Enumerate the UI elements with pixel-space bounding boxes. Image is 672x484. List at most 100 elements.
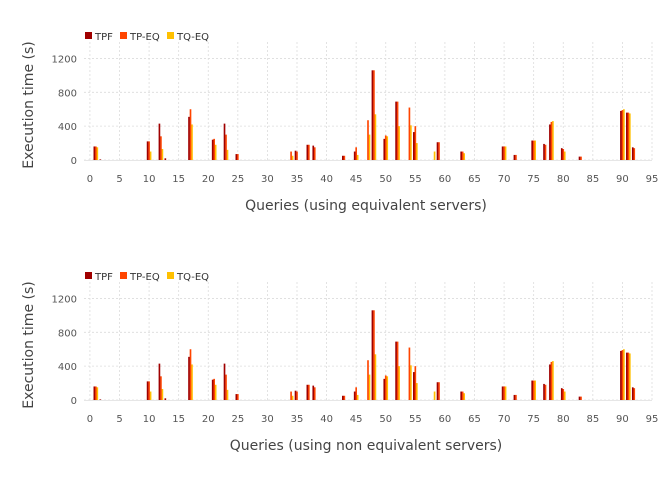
bar-tpf bbox=[188, 116, 190, 160]
bar-tq-eq bbox=[628, 353, 631, 400]
bar-tp-eq bbox=[373, 310, 375, 400]
bar-tq-eq bbox=[291, 155, 294, 160]
bar-tp-eq bbox=[633, 388, 636, 400]
bar-tp-eq bbox=[367, 120, 369, 160]
bar-tq-eq bbox=[463, 153, 465, 160]
legend-label: TP-EQ bbox=[129, 32, 160, 43]
x-tick-label: 80 bbox=[557, 414, 570, 425]
bar-tpf bbox=[531, 380, 534, 400]
x-tick-label: 55 bbox=[409, 174, 422, 185]
bar-tp-eq bbox=[384, 375, 387, 400]
bar-tp-eq bbox=[296, 391, 298, 400]
bar-tq-eq bbox=[214, 144, 217, 160]
series-tp-eq-bars bbox=[95, 70, 636, 160]
bar-tp-eq bbox=[414, 126, 417, 160]
legend-label: TPF bbox=[94, 32, 113, 43]
legend-item: TQ-EQ bbox=[167, 32, 209, 43]
x-tick-label: 65 bbox=[468, 174, 481, 185]
x-tick-label: 60 bbox=[439, 174, 452, 185]
bar-tq-eq bbox=[398, 366, 400, 400]
x-tick-label: 90 bbox=[616, 414, 629, 425]
x-tick-label: 5 bbox=[116, 174, 122, 185]
bar-tp-eq bbox=[290, 391, 292, 400]
x-tick-label: 45 bbox=[350, 174, 363, 185]
x-tick-label: 15 bbox=[172, 174, 185, 185]
bar-tpf bbox=[413, 132, 415, 160]
bar-tpf bbox=[353, 151, 356, 160]
bar-tq-eq bbox=[552, 361, 554, 400]
legend-swatch-tq-eq bbox=[167, 32, 174, 39]
bar-tpf bbox=[158, 363, 161, 400]
legend-item: TP-EQ bbox=[120, 272, 160, 283]
y-tick-label: 0 bbox=[71, 396, 77, 407]
x-tick-labels: 0 5 10 15 20 25 30 35 40 45 50 55 60 65 70 75 80 85 90 95 bbox=[87, 414, 659, 425]
bar-tq-eq bbox=[398, 126, 400, 160]
x-tick-label: 70 bbox=[498, 174, 511, 185]
bar-tp-eq bbox=[408, 347, 411, 400]
bar-tq-eq bbox=[374, 354, 377, 400]
x-tick-label: 20 bbox=[202, 414, 215, 425]
series-tp-eq-bars bbox=[95, 310, 636, 400]
legend-item: TPF bbox=[85, 272, 113, 283]
bar-tp-eq bbox=[373, 70, 375, 160]
x-axis-title: Queries (using equivalent servers) bbox=[245, 198, 487, 214]
bar-tpf bbox=[211, 379, 214, 400]
bar-tpf bbox=[371, 70, 374, 160]
bar-tq-eq bbox=[368, 374, 371, 400]
bar-tp-eq bbox=[580, 396, 582, 400]
bar-tp-eq bbox=[503, 386, 505, 400]
bar-tp-eq bbox=[550, 361, 553, 400]
legend-item: TP-EQ bbox=[120, 32, 160, 43]
bar-tpf bbox=[531, 140, 534, 160]
bar-tp-eq bbox=[621, 110, 624, 160]
x-tick-label: 35 bbox=[291, 174, 304, 185]
bar-tp-eq bbox=[438, 382, 440, 400]
bar-tp-eq bbox=[562, 389, 565, 400]
bar-tq-eq bbox=[161, 149, 164, 160]
bar-tq-eq bbox=[563, 151, 566, 160]
x-tick-label: 40 bbox=[320, 174, 333, 185]
x-axis-title: Queries (using non equivalent servers) bbox=[230, 438, 503, 454]
bar-tpf bbox=[513, 154, 516, 160]
bar-tp-eq bbox=[237, 154, 239, 160]
bar-tpf bbox=[99, 399, 102, 400]
bar-tq-eq bbox=[149, 151, 152, 160]
bar-tp-eq bbox=[532, 140, 535, 160]
x-tick-label: 10 bbox=[143, 414, 156, 425]
bar-tp-eq bbox=[148, 381, 150, 400]
y-tick-labels: 0 400 800 1200 bbox=[52, 54, 77, 167]
chart-panel-1: 0 5 10 15 20 25 30 35 40 45 50 55 60 65 70 75 80 85 90 95 0 4… bbox=[21, 32, 658, 214]
bar-tpf bbox=[383, 378, 386, 400]
bar-tpf bbox=[342, 395, 344, 400]
bar-tp-eq bbox=[95, 386, 97, 400]
bar-tpf bbox=[549, 124, 551, 160]
x-tick-label: 50 bbox=[379, 414, 392, 425]
bar-tpf bbox=[560, 388, 563, 400]
y-tick-label: 1200 bbox=[52, 294, 77, 305]
bar-tpf bbox=[188, 356, 190, 400]
bar-tq-eq bbox=[563, 391, 566, 400]
bar-tq-eq bbox=[504, 146, 507, 160]
bar-tp-eq bbox=[515, 394, 517, 400]
bar-tq-eq bbox=[96, 387, 99, 400]
bar-tq-eq bbox=[374, 114, 377, 160]
bar-tpf bbox=[543, 143, 545, 160]
bar-tq-eq bbox=[433, 391, 436, 400]
bar-tp-eq bbox=[544, 144, 547, 160]
bar-tq-eq bbox=[552, 121, 554, 160]
x-tick-label: 40 bbox=[320, 414, 333, 425]
bar-tp-eq bbox=[515, 154, 517, 160]
bar-tp-eq bbox=[225, 374, 227, 400]
bar-tp-eq bbox=[160, 376, 162, 400]
bar-tpf bbox=[413, 372, 415, 400]
x-tick-label: 30 bbox=[261, 414, 274, 425]
bar-tq-eq bbox=[356, 394, 359, 400]
bar-tp-eq bbox=[627, 112, 630, 160]
legend-swatch-tpf bbox=[85, 32, 92, 39]
bar-tpf bbox=[342, 155, 344, 160]
bar-tp-eq bbox=[313, 147, 316, 160]
bar-tpf bbox=[164, 398, 167, 400]
bar-tp-eq bbox=[550, 121, 553, 160]
bar-tp-eq bbox=[633, 148, 636, 160]
legend-label: TPF bbox=[94, 272, 113, 283]
